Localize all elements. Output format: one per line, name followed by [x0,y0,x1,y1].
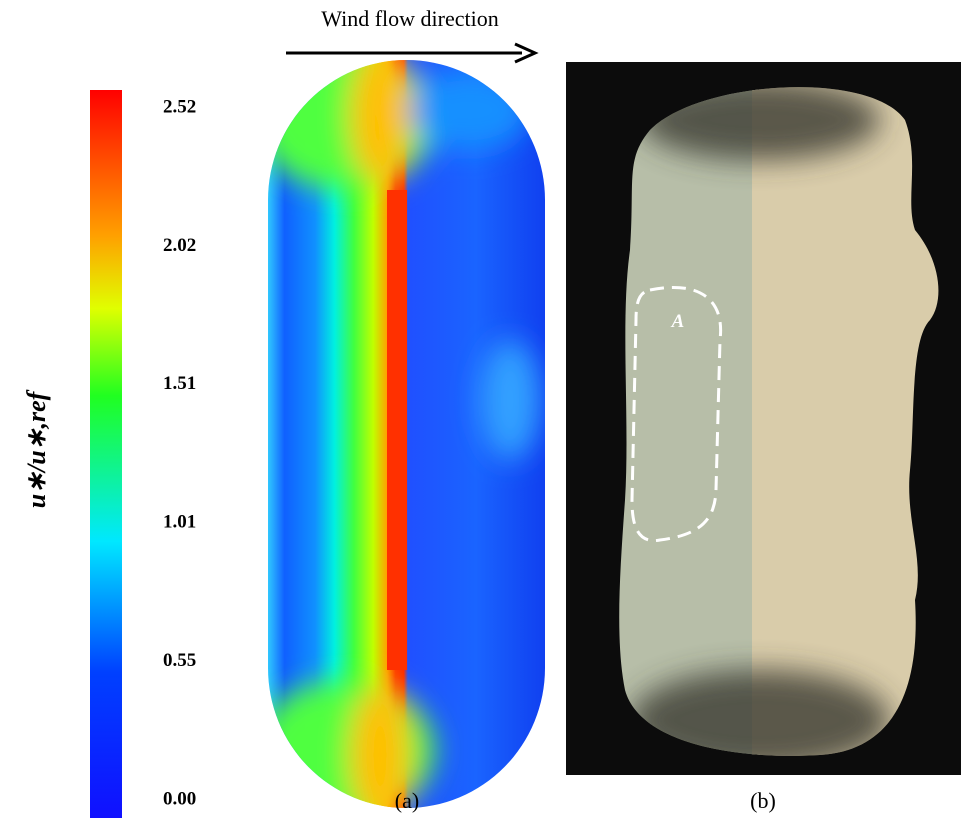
colorbar-label: u∗/u∗,ref [22,389,51,508]
photo-sand [619,87,939,756]
colorbar-ticks: 2.52 2.02 1.51 1.01 0.55 0.00 [163,96,196,809]
colorbar-tick-label: 0.55 [163,650,196,671]
panel-a-label: (a) [395,788,419,813]
colorbar-tick-label: 0.00 [163,788,196,809]
colorbar-tick-label: 2.52 [163,96,196,117]
region-label: A [671,311,685,332]
flow-arrowhead [514,42,539,64]
colorbar-tick-label: 1.01 [163,512,196,533]
colorbar-tick-label: 2.02 [163,235,196,256]
flow-title: Wind flow direction [321,6,499,31]
colorbar-tick-label: 1.51 [163,373,196,394]
panel-a-field [268,60,545,809]
panel-b-label: (b) [750,788,776,813]
region-outline [630,285,723,543]
colorbar [90,90,122,818]
